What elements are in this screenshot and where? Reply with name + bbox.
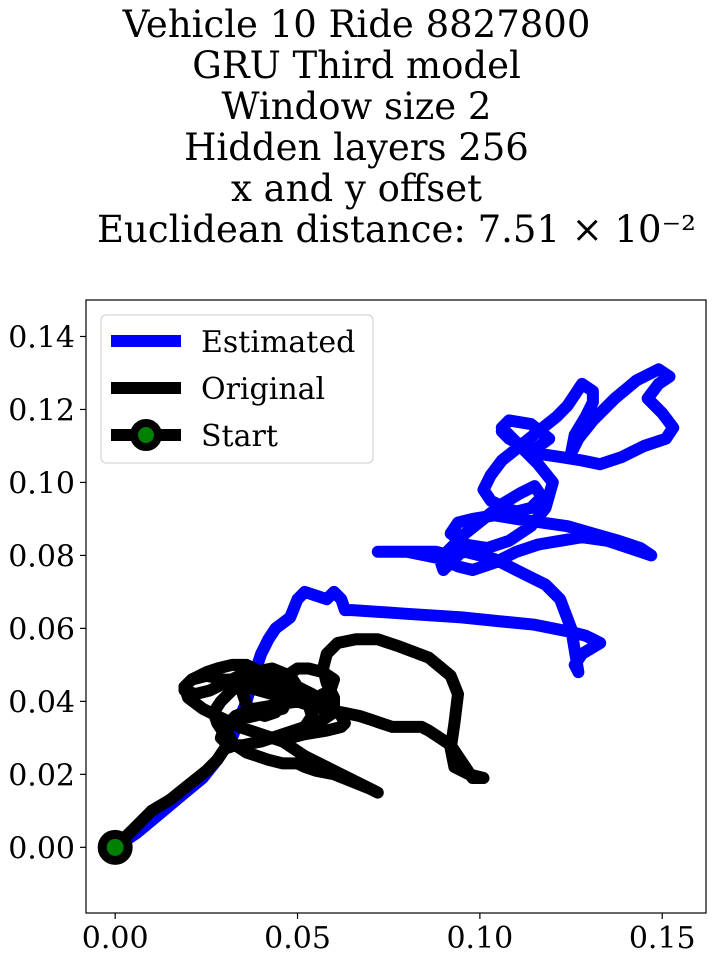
legend-box bbox=[100, 314, 374, 464]
series-line-estimated bbox=[109, 363, 680, 854]
y-tick-label: 0.10 bbox=[8, 466, 75, 501]
legend-label-estimated: Estimated bbox=[201, 325, 355, 360]
y-tick-label: 0.14 bbox=[8, 320, 75, 355]
chart-title: Vehicle 10 Ride 8827800 GRU Third model … bbox=[0, 4, 713, 250]
legend-marker-start bbox=[130, 419, 162, 451]
x-axis: 0.00 0.05 0.10 0.15 bbox=[82, 913, 696, 956]
y-tick-label: 0.02 bbox=[8, 758, 75, 793]
y-tick-label: 0.06 bbox=[8, 612, 75, 647]
title-line-1: Vehicle 10 Ride 8827800 bbox=[122, 3, 591, 46]
y-tick-label: 0.08 bbox=[8, 539, 75, 574]
title-line-2: GRU Third model bbox=[192, 44, 521, 87]
x-tick-label: 0.10 bbox=[446, 921, 513, 956]
title-line-3: Window size 2 bbox=[221, 85, 492, 128]
y-axis: 0.00 0.02 0.04 0.06 0.08 0.10 0.12 0.14 bbox=[8, 320, 86, 866]
y-tick-label: 0.12 bbox=[8, 393, 75, 428]
series-line-original bbox=[109, 633, 490, 854]
x-tick-label: 0.15 bbox=[629, 921, 696, 956]
legend-label-original: Original bbox=[201, 372, 325, 407]
plot-frame bbox=[85, 299, 707, 914]
y-tick-label: 0.04 bbox=[8, 685, 75, 720]
x-tick-label: 0.00 bbox=[82, 921, 149, 956]
legend: Estimated Original Start bbox=[100, 314, 374, 464]
title-line-5: x and y offset bbox=[231, 167, 482, 210]
legend-label-start: Start bbox=[201, 419, 278, 454]
series-layer bbox=[97, 363, 680, 865]
title-line-6: Euclidean distance: 7.51 × 10⁻² bbox=[97, 208, 696, 251]
start-marker bbox=[97, 829, 133, 865]
title-line-4: Hidden layers 256 bbox=[184, 126, 529, 169]
y-tick-label: 0.00 bbox=[8, 831, 75, 866]
x-tick-label: 0.05 bbox=[264, 921, 331, 956]
